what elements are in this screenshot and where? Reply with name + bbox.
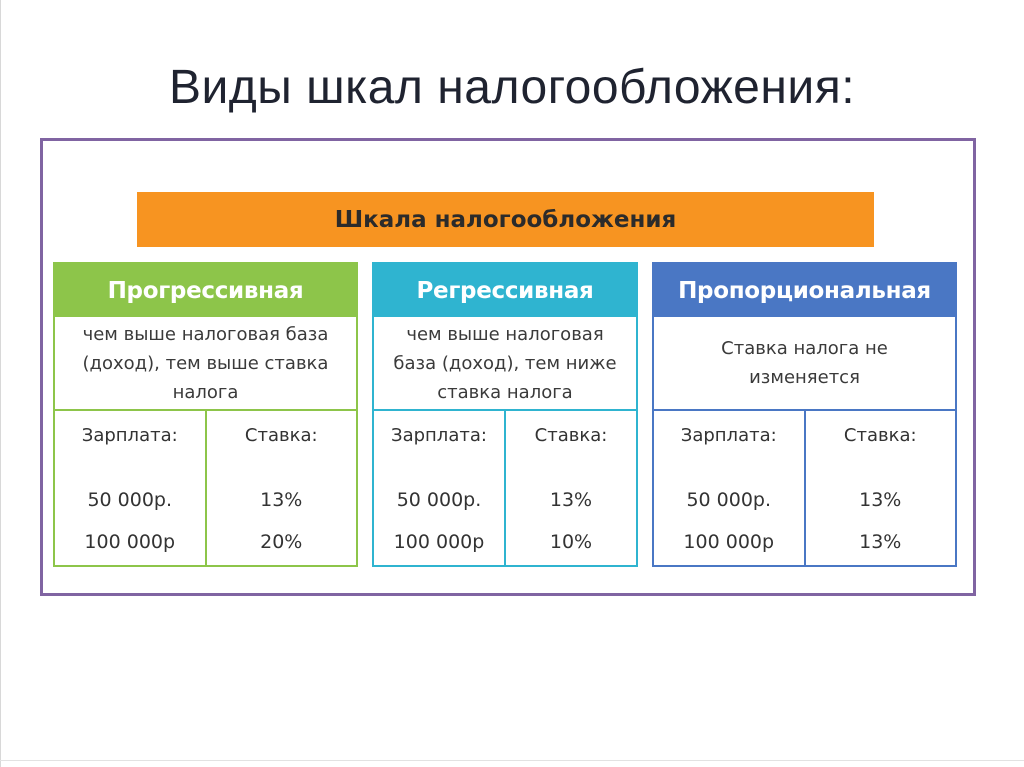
salary-column: Зарплата: 50 000р. 100 000р xyxy=(374,411,504,565)
rate-header: Ставка: xyxy=(244,425,318,446)
page-title: Виды шкал налогообложения: xyxy=(168,61,856,114)
salary-value: 50 000р. xyxy=(686,489,772,511)
salary-column: Зарплата: 50 000р. 100 000р xyxy=(654,411,804,565)
card-description: чем выше налоговая база (доход), тем выш… xyxy=(55,317,356,411)
card-example-table: Зарплата: 50 000р. 100 000р Ставка: 13% … xyxy=(654,411,955,565)
slide-edge xyxy=(0,0,1,767)
salary-header: Зарплата: xyxy=(680,425,777,446)
card-title: Прогрессивная xyxy=(55,264,356,317)
rate-value: 20% xyxy=(260,531,303,553)
salary-value: 100 000р xyxy=(393,531,485,553)
rate-header: Ставка: xyxy=(843,425,917,446)
rate-header: Ставка: xyxy=(534,425,608,446)
card-regressive: Регрессивная чем выше налоговая база (до… xyxy=(372,262,638,567)
salary-value: 50 000р. xyxy=(87,489,173,511)
diagram-header-label: Шкала налогообложения xyxy=(334,206,677,233)
card-description-text: Ставка налога не изменяется xyxy=(721,338,888,388)
rate-value: 13% xyxy=(549,489,593,511)
card-title: Регрессивная xyxy=(374,264,636,317)
card-proportional: Пропорциональная Ставка налога не изменя… xyxy=(652,262,957,567)
card-description: чем выше налоговая база (доход), тем ниж… xyxy=(374,317,636,411)
salary-value: 50 000р. xyxy=(396,489,482,511)
card-description: Ставка налога не изменяется xyxy=(654,317,955,411)
card-progressive: Прогрессивная чем выше налоговая база (д… xyxy=(53,262,358,567)
rate-column: Ставка: 13% 10% xyxy=(504,411,636,565)
card-title: Пропорциональная xyxy=(654,264,955,317)
slide-edge-bottom xyxy=(0,760,1024,761)
rate-value: 10% xyxy=(549,531,593,553)
salary-value: 100 000р xyxy=(84,531,176,553)
rate-column: Ставка: 13% 13% xyxy=(803,411,956,565)
rate-value: 13% xyxy=(859,489,902,511)
salary-header: Зарплата: xyxy=(391,425,487,446)
diagram-header: Шкала налогообложения xyxy=(137,192,874,247)
card-example-table: Зарплата: 50 000р. 100 000р Ставка: 13% … xyxy=(374,411,636,565)
salary-column: Зарплата: 50 000р. 100 000р xyxy=(55,411,205,565)
salary-header: Зарплата: xyxy=(81,425,178,446)
rate-value: 13% xyxy=(260,489,303,511)
salary-value: 100 000р xyxy=(683,531,775,553)
card-description-text: чем выше налоговая база (доход), тем ниж… xyxy=(393,323,617,403)
rate-column: Ставка: 13% 20% xyxy=(204,411,357,565)
card-example-table: Зарплата: 50 000р. 100 000р Ставка: 13% … xyxy=(55,411,356,565)
card-description-text: чем выше налоговая база (доход), тем выш… xyxy=(82,323,329,403)
rate-value: 13% xyxy=(859,531,902,553)
